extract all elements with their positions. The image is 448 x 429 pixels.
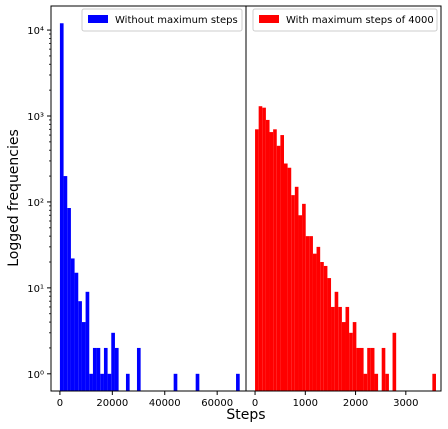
right-legend-swatch bbox=[259, 15, 279, 23]
left-bar-8 bbox=[89, 373, 93, 391]
right-bar-31 bbox=[367, 347, 371, 391]
x-tick-label: 20000 bbox=[96, 398, 128, 409]
right-bar-1 bbox=[258, 106, 263, 392]
left-bar-16 bbox=[125, 373, 130, 391]
left-x-ticks: 0 20000 40000 60000 bbox=[57, 391, 233, 409]
left-bar-20 bbox=[236, 373, 240, 391]
left-bar-4 bbox=[74, 272, 79, 391]
right-legend-box bbox=[252, 8, 438, 32]
right-panel: 0 1000 2000 3000 With maximum steps of 4000 bbox=[245, 5, 442, 409]
left-bar-6 bbox=[81, 322, 86, 391]
right-bar-29 bbox=[359, 347, 364, 391]
right-bar-0 bbox=[255, 129, 259, 391]
y-tick-label: 10⁰ bbox=[27, 370, 44, 381]
right-bar-16 bbox=[312, 253, 317, 391]
right-bar-17 bbox=[316, 246, 321, 391]
right-bar-7 bbox=[280, 135, 284, 391]
right-bar-32 bbox=[370, 347, 375, 391]
right-bar-24 bbox=[341, 322, 346, 391]
right-bar-25 bbox=[345, 306, 350, 391]
right-bar-18 bbox=[320, 262, 324, 391]
y-axis-label: Logged frequencies bbox=[6, 129, 22, 267]
right-bar-34 bbox=[381, 347, 386, 391]
left-legend-label: Without maximum steps bbox=[115, 15, 238, 26]
left-bar-5 bbox=[78, 301, 82, 391]
right-bar-10 bbox=[291, 195, 295, 391]
left-legend-box bbox=[81, 8, 243, 32]
left-bar-18 bbox=[173, 373, 178, 391]
right-bar-13 bbox=[302, 203, 306, 391]
left-bar-9 bbox=[92, 347, 97, 391]
left-bar-15 bbox=[114, 347, 119, 391]
right-axes-frame bbox=[245, 5, 442, 392]
left-legend: Without maximum steps bbox=[81, 8, 243, 32]
right-bar-36 bbox=[392, 332, 397, 391]
right-bars bbox=[255, 106, 436, 392]
right-bar-21 bbox=[331, 306, 335, 391]
right-bar-6 bbox=[276, 145, 281, 391]
right-bar-37 bbox=[432, 373, 436, 391]
left-bar-2 bbox=[67, 208, 71, 391]
left-bar-0 bbox=[59, 23, 64, 391]
left-bar-19 bbox=[195, 373, 200, 391]
right-legend-label: With maximum steps of 4000 bbox=[286, 15, 434, 26]
x-tick-label: 60000 bbox=[201, 398, 233, 409]
right-bar-11 bbox=[294, 186, 299, 391]
right-bar-26 bbox=[349, 332, 353, 391]
x-tick-label: 3000 bbox=[393, 398, 418, 409]
right-bar-35 bbox=[385, 373, 389, 391]
y-tick-label: 10⁴ bbox=[27, 26, 44, 37]
y-tick-label: 10³ bbox=[27, 112, 44, 123]
x-tick-label: 0 bbox=[252, 398, 258, 409]
right-bar-22 bbox=[334, 291, 339, 391]
right-x-ticks: 0 1000 2000 3000 bbox=[252, 391, 419, 409]
x-tick-label: 0 bbox=[57, 398, 63, 409]
left-bar-11 bbox=[100, 373, 104, 391]
right-bar-9 bbox=[287, 167, 292, 391]
right-bar-19 bbox=[323, 265, 328, 391]
left-bars bbox=[59, 23, 240, 391]
right-legend: With maximum steps of 4000 bbox=[252, 8, 438, 32]
left-bar-14 bbox=[111, 332, 115, 391]
right-bar-23 bbox=[338, 306, 342, 391]
right-bar-4 bbox=[269, 132, 274, 391]
left-bar-12 bbox=[103, 347, 108, 391]
x-tick-label: 40000 bbox=[149, 398, 181, 409]
y-tick-label: 10¹ bbox=[27, 284, 44, 295]
right-bar-20 bbox=[327, 278, 332, 391]
right-bar-33 bbox=[374, 373, 379, 391]
left-y-ticks: 10⁰ 10¹ 10² 10³ 10⁴ bbox=[27, 26, 51, 381]
right-bar-2 bbox=[262, 107, 266, 392]
x-axis-label: Steps bbox=[226, 407, 265, 423]
left-legend-swatch bbox=[88, 15, 108, 23]
right-bar-30 bbox=[363, 373, 368, 391]
right-bar-3 bbox=[265, 119, 270, 392]
left-bar-1 bbox=[63, 176, 68, 391]
left-bar-17 bbox=[136, 347, 141, 391]
right-bar-27 bbox=[352, 322, 357, 391]
right-bar-8 bbox=[283, 163, 288, 391]
x-tick-label: 2000 bbox=[343, 398, 368, 409]
left-bar-13 bbox=[107, 373, 112, 391]
left-bar-3 bbox=[70, 258, 75, 391]
right-bar-12 bbox=[298, 215, 303, 391]
right-bar-5 bbox=[273, 129, 277, 391]
left-bar-10 bbox=[96, 347, 101, 391]
right-bar-14 bbox=[305, 236, 310, 391]
right-bar-15 bbox=[309, 236, 313, 391]
y-tick-label: 10² bbox=[27, 198, 44, 209]
right-bar-28 bbox=[356, 347, 360, 391]
left-panel: 0 20000 40000 60000 10⁰ 10¹ 10² 10³ 10⁴ Without… bbox=[27, 5, 247, 409]
left-bar-7 bbox=[85, 291, 90, 391]
x-tick-label: 1000 bbox=[293, 398, 318, 409]
